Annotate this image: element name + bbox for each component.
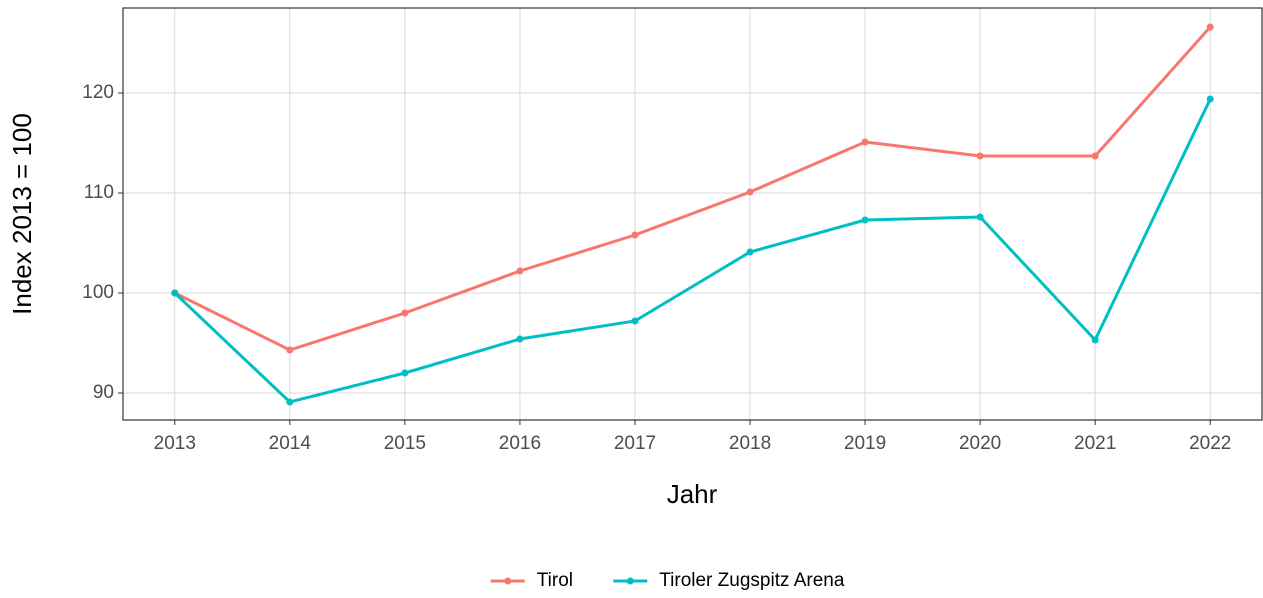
point: [976, 152, 984, 160]
point: [516, 267, 524, 275]
y-tick-label: 110: [84, 182, 114, 203]
legend-key-point: [504, 577, 512, 585]
point: [861, 216, 869, 224]
x-tick-label: 2014: [269, 433, 312, 454]
x-tick-label: 2018: [729, 433, 771, 454]
point: [286, 398, 294, 406]
point: [1091, 152, 1099, 160]
panel-border: [122, 7, 1263, 421]
legend-label: Tirol: [537, 570, 573, 591]
y-tick-label: 90: [93, 382, 114, 403]
line: [174, 26, 1212, 352]
x-tick-label: 2020: [959, 433, 1001, 454]
legend-key-point: [626, 577, 634, 585]
legend-label: Tiroler Zugspitz Arena: [659, 570, 845, 591]
y-tick-label: 120: [82, 82, 114, 103]
point: [1091, 336, 1099, 344]
point: [631, 317, 639, 325]
x-tick-label: 2019: [844, 433, 886, 454]
point: [746, 248, 754, 256]
point: [516, 335, 524, 343]
point: [401, 309, 409, 317]
point: [1206, 95, 1214, 103]
point: [1206, 23, 1214, 31]
x-tick-label: 2017: [614, 433, 656, 454]
y-tick-label: 100: [82, 282, 114, 303]
point: [401, 369, 409, 377]
x-tick-label: 2022: [1189, 433, 1231, 454]
point: [976, 213, 984, 221]
point: [286, 346, 294, 354]
point: [171, 289, 179, 297]
point: [631, 231, 639, 239]
x-tick-label: 2021: [1074, 433, 1116, 454]
point: [746, 188, 754, 196]
x-axis-label: Jahr: [667, 479, 718, 509]
line: [173, 98, 1212, 404]
x-tick-label: 2016: [499, 433, 541, 454]
y-axis-label: Index 2013 = 100: [7, 113, 37, 315]
x-tick-label: 2013: [154, 433, 196, 454]
x-tick-label: 2015: [384, 433, 426, 454]
point: [861, 138, 869, 146]
